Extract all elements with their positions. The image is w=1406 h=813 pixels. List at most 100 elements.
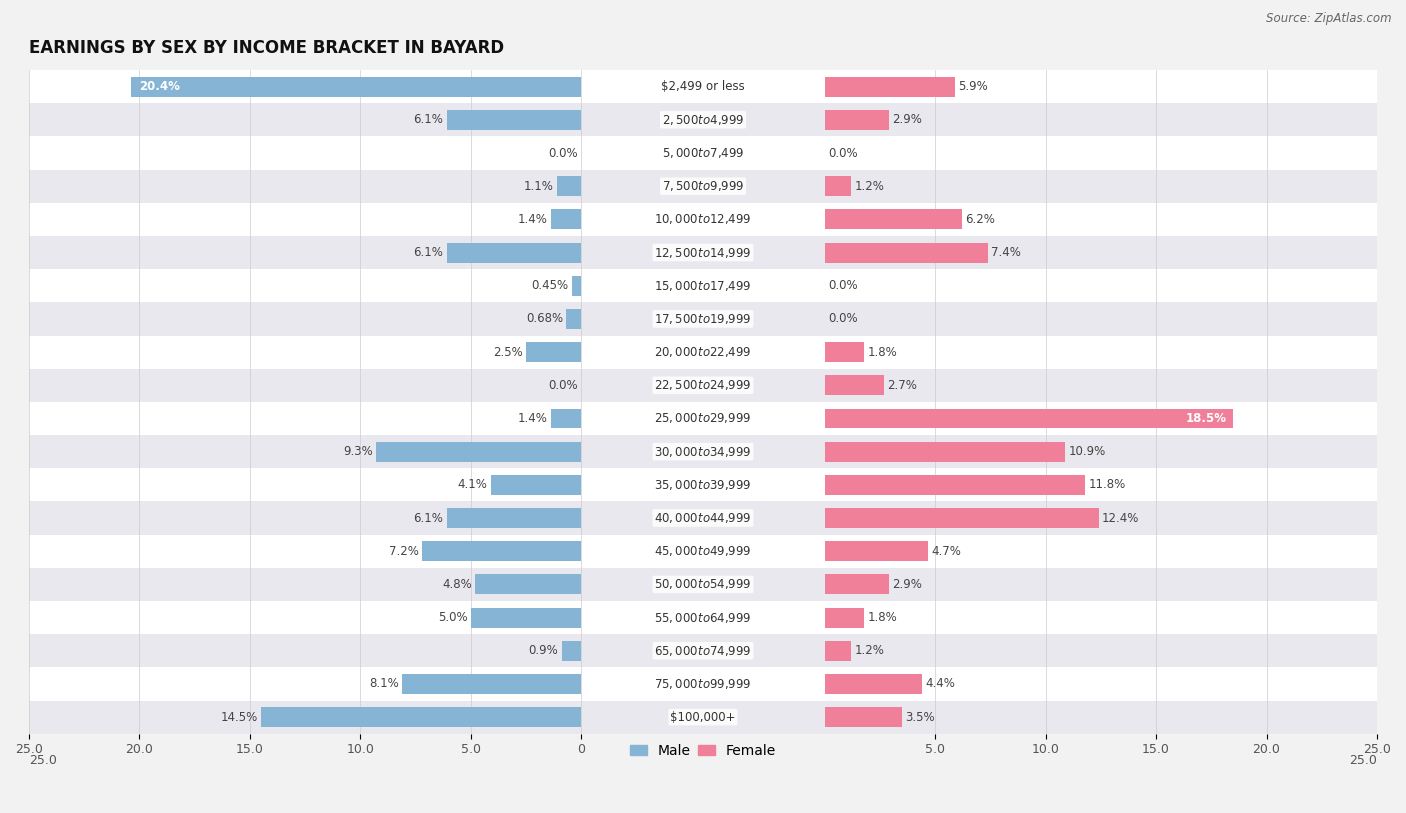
Bar xyxy=(824,342,865,362)
Bar xyxy=(30,369,1376,402)
Text: 1.8%: 1.8% xyxy=(868,346,897,359)
Bar xyxy=(30,701,1376,733)
Bar xyxy=(30,269,1376,302)
Bar xyxy=(491,475,582,495)
Bar xyxy=(30,302,1376,336)
Text: $55,000 to $64,999: $55,000 to $64,999 xyxy=(654,611,752,624)
Bar xyxy=(571,276,582,296)
Text: 0.0%: 0.0% xyxy=(828,312,858,325)
Text: $5,000 to $7,499: $5,000 to $7,499 xyxy=(662,146,744,160)
Text: $75,000 to $99,999: $75,000 to $99,999 xyxy=(654,677,752,691)
Bar xyxy=(824,176,851,196)
Text: $45,000 to $49,999: $45,000 to $49,999 xyxy=(654,544,752,559)
Text: 25.0: 25.0 xyxy=(1350,754,1376,767)
Text: 18.5%: 18.5% xyxy=(1185,412,1227,425)
Bar xyxy=(824,408,1233,428)
Bar xyxy=(30,601,1376,634)
Text: 0.0%: 0.0% xyxy=(548,146,578,159)
Text: $20,000 to $22,499: $20,000 to $22,499 xyxy=(654,345,752,359)
Bar xyxy=(30,502,1376,535)
Text: 25.0: 25.0 xyxy=(30,754,56,767)
Text: $40,000 to $44,999: $40,000 to $44,999 xyxy=(654,511,752,525)
Text: 1.1%: 1.1% xyxy=(524,180,554,193)
Text: 0.9%: 0.9% xyxy=(529,644,558,657)
Text: 6.1%: 6.1% xyxy=(413,511,443,524)
Text: 11.8%: 11.8% xyxy=(1088,478,1126,491)
Legend: Male, Female: Male, Female xyxy=(624,738,782,763)
Text: 6.2%: 6.2% xyxy=(965,213,995,226)
Text: 4.4%: 4.4% xyxy=(925,677,955,690)
Text: 6.1%: 6.1% xyxy=(413,113,443,126)
Bar xyxy=(131,76,582,97)
Text: $15,000 to $17,499: $15,000 to $17,499 xyxy=(654,279,752,293)
Bar xyxy=(824,541,928,561)
Text: $7,500 to $9,999: $7,500 to $9,999 xyxy=(662,179,744,193)
Bar xyxy=(30,336,1376,369)
Bar xyxy=(30,435,1376,468)
Bar xyxy=(824,707,901,727)
Text: 7.4%: 7.4% xyxy=(991,246,1021,259)
Text: 4.7%: 4.7% xyxy=(932,545,962,558)
Text: 1.4%: 1.4% xyxy=(517,213,547,226)
Bar xyxy=(471,607,582,628)
Text: 1.4%: 1.4% xyxy=(517,412,547,425)
Bar xyxy=(824,674,922,693)
Bar xyxy=(30,103,1376,137)
Text: $2,499 or less: $2,499 or less xyxy=(661,80,745,93)
Text: 2.9%: 2.9% xyxy=(891,113,922,126)
Text: EARNINGS BY SEX BY INCOME BRACKET IN BAYARD: EARNINGS BY SEX BY INCOME BRACKET IN BAY… xyxy=(30,39,505,58)
Bar xyxy=(30,70,1376,103)
Bar xyxy=(824,508,1098,528)
Text: $12,500 to $14,999: $12,500 to $14,999 xyxy=(654,246,752,259)
Text: 4.1%: 4.1% xyxy=(457,478,488,491)
Bar xyxy=(551,408,582,428)
Bar xyxy=(824,575,889,594)
Text: $30,000 to $34,999: $30,000 to $34,999 xyxy=(654,445,752,459)
Bar xyxy=(30,202,1376,236)
Text: 1.2%: 1.2% xyxy=(855,644,884,657)
Bar xyxy=(475,575,582,594)
Text: 6.1%: 6.1% xyxy=(413,246,443,259)
Bar xyxy=(375,441,582,462)
Bar xyxy=(447,242,582,263)
Text: 0.0%: 0.0% xyxy=(828,279,858,292)
Bar xyxy=(824,441,1066,462)
Bar xyxy=(30,137,1376,170)
Text: $100,000+: $100,000+ xyxy=(671,711,735,724)
Text: 3.5%: 3.5% xyxy=(905,711,935,724)
Text: $35,000 to $39,999: $35,000 to $39,999 xyxy=(654,478,752,492)
Text: 4.8%: 4.8% xyxy=(443,578,472,591)
Text: $22,500 to $24,999: $22,500 to $24,999 xyxy=(654,378,752,393)
Bar xyxy=(30,170,1376,202)
Bar xyxy=(824,641,851,661)
Text: 0.0%: 0.0% xyxy=(828,146,858,159)
Bar xyxy=(561,641,582,661)
Text: 0.68%: 0.68% xyxy=(526,312,564,325)
Text: 8.1%: 8.1% xyxy=(370,677,399,690)
Text: 12.4%: 12.4% xyxy=(1102,511,1139,524)
Bar xyxy=(30,634,1376,667)
Bar xyxy=(824,607,865,628)
Bar xyxy=(30,468,1376,502)
Bar xyxy=(567,309,582,329)
Text: $25,000 to $29,999: $25,000 to $29,999 xyxy=(654,411,752,425)
Text: 10.9%: 10.9% xyxy=(1069,446,1107,459)
Text: $17,500 to $19,999: $17,500 to $19,999 xyxy=(654,312,752,326)
Text: 7.2%: 7.2% xyxy=(389,545,419,558)
Bar xyxy=(557,176,582,196)
Bar xyxy=(30,667,1376,701)
Text: Source: ZipAtlas.com: Source: ZipAtlas.com xyxy=(1267,12,1392,25)
Bar xyxy=(30,402,1376,435)
Bar xyxy=(824,242,988,263)
Text: 9.3%: 9.3% xyxy=(343,446,373,459)
Text: 2.9%: 2.9% xyxy=(891,578,922,591)
Text: 5.9%: 5.9% xyxy=(959,80,988,93)
Bar xyxy=(824,110,889,130)
Text: $10,000 to $12,499: $10,000 to $12,499 xyxy=(654,212,752,226)
Text: 1.8%: 1.8% xyxy=(868,611,897,624)
Text: 0.45%: 0.45% xyxy=(531,279,568,292)
Bar xyxy=(30,236,1376,269)
Bar xyxy=(551,210,582,229)
Bar xyxy=(30,535,1376,567)
Text: 2.5%: 2.5% xyxy=(494,346,523,359)
